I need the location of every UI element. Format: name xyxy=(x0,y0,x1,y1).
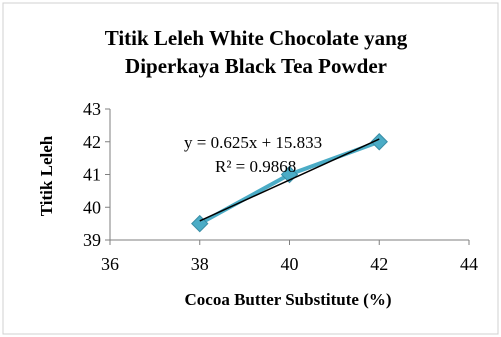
y-tick-label-0: 39 xyxy=(83,230,101,250)
data-point-0-2 xyxy=(370,133,388,151)
x-axis-label: Cocoa Butter Substitute (%) xyxy=(185,290,392,309)
x-tick-label-2: 40 xyxy=(281,254,299,274)
trendline-equation: y = 0.625x + 15.833 xyxy=(184,133,322,152)
y-tick-label-2: 41 xyxy=(83,165,101,185)
trendline-r-squared: R² = 0.9868 xyxy=(215,157,296,176)
plot-area: 39 40 41 42 43 36 38 40 42 44 xyxy=(83,99,478,274)
y-tick-label-3: 42 xyxy=(83,132,101,152)
trendline xyxy=(199,138,380,222)
y-tick-label-1: 40 xyxy=(83,197,101,217)
x-tick-label-3: 42 xyxy=(370,254,388,274)
x-tick-label-1: 38 xyxy=(191,254,209,274)
y-tick-label-4: 43 xyxy=(83,99,101,119)
x-tick-label-0: 36 xyxy=(101,254,119,274)
chart-title-line-2: Diperkaya Black Tea Powder xyxy=(125,54,387,78)
y-axis-label: Titik Leleh xyxy=(37,135,56,216)
x-tick-label-4: 44 xyxy=(460,254,478,274)
chart-title-line-1: Titik Leleh White Chocolate yang xyxy=(105,26,408,50)
